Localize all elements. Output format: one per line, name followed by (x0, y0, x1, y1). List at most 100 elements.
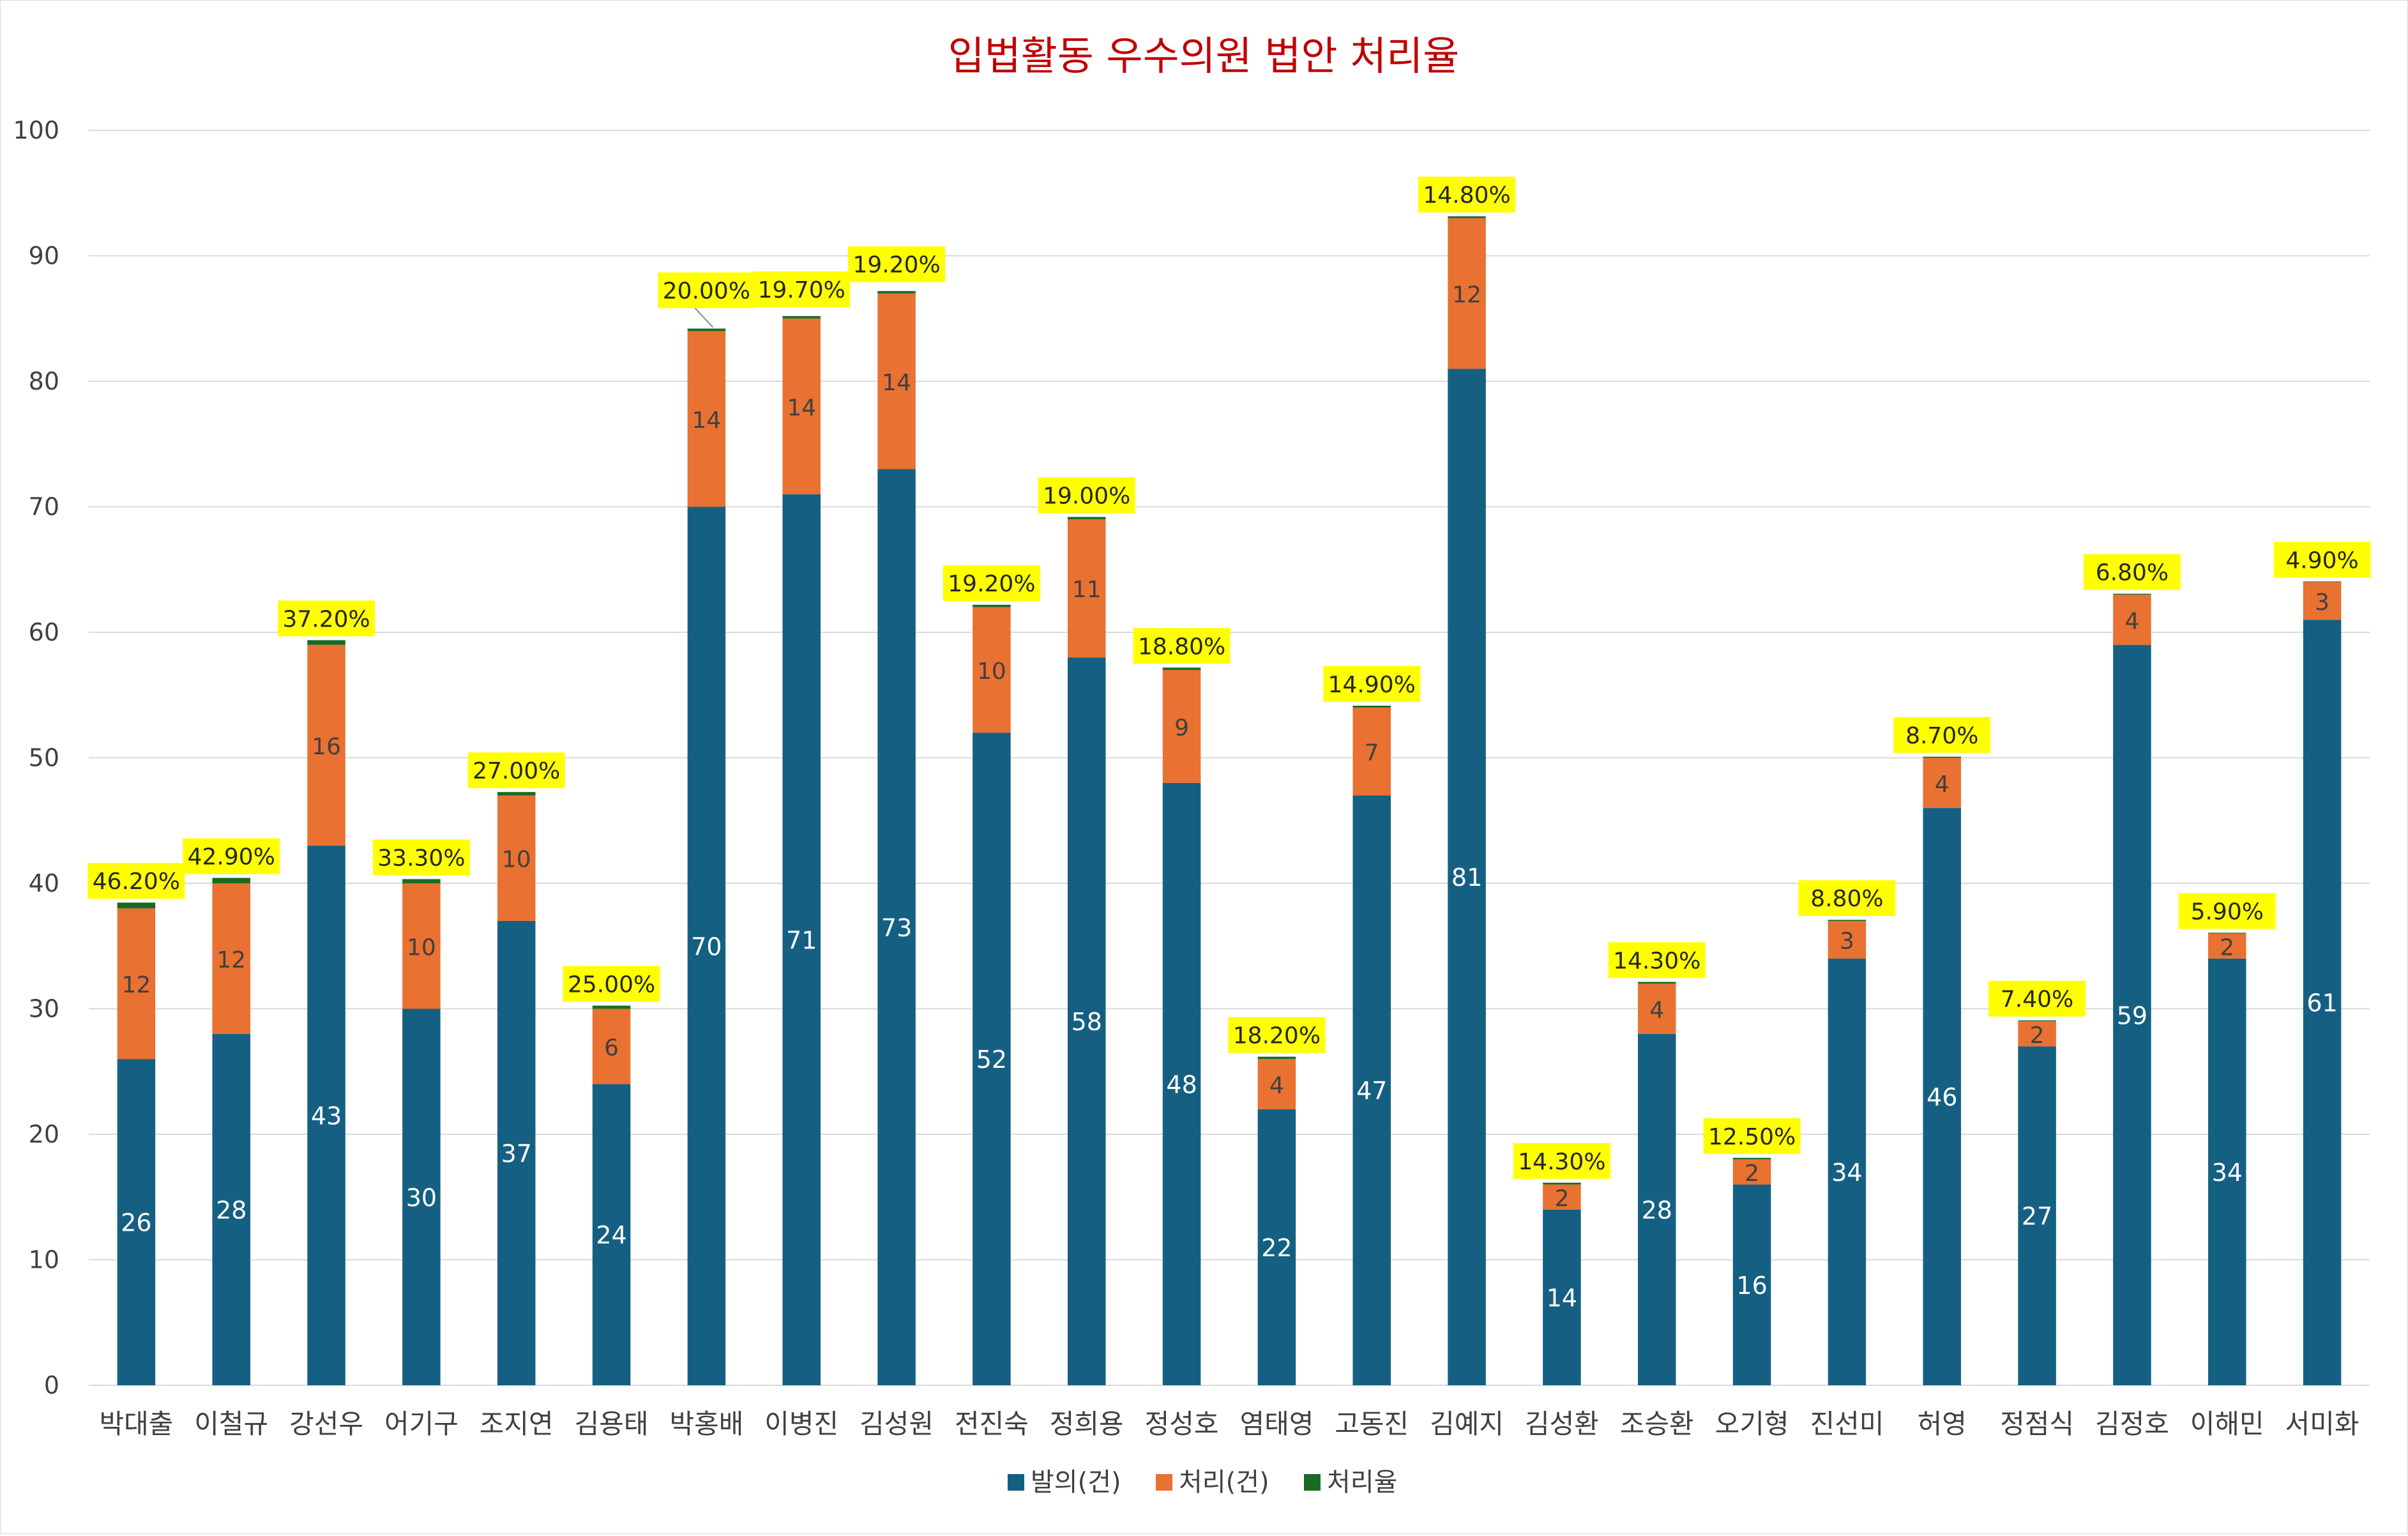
segment-labels: 2612281243163010371024670147114731452105… (121, 282, 2338, 1312)
data-label-rate: 19.20% (852, 252, 940, 278)
rate-label-box (1798, 880, 1896, 916)
bar-segment-processed (1162, 669, 1201, 783)
bar-segment-rate (2113, 593, 2151, 595)
x-tick-label: 김예지 (1430, 1408, 1504, 1440)
x-tick-label: 김성원 (859, 1408, 934, 1440)
data-label-rate: 37.20% (282, 606, 370, 632)
rate-label-box (278, 600, 375, 637)
legend-swatch (1008, 1474, 1024, 1491)
bar-segment-processed (307, 644, 345, 846)
data-label-processed: 16 (312, 734, 341, 760)
data-label-proposed: 71 (786, 926, 817, 954)
bar-segment-processed (2018, 1021, 2056, 1047)
bar-segment-rate (1257, 1056, 1296, 1060)
data-label-rate: 25.00% (568, 972, 655, 998)
x-tick-label: 조지연 (480, 1408, 554, 1440)
data-label-processed: 4 (1935, 772, 1950, 798)
data-label-proposed: 14 (1547, 1284, 1577, 1312)
bar-segment-rate (307, 640, 345, 645)
data-label-processed: 2 (1554, 1185, 1569, 1212)
data-label-rate: 4.90% (2285, 547, 2358, 574)
data-label-proposed: 16 (1736, 1272, 1767, 1300)
x-tick-label: 박홍배 (669, 1408, 743, 1440)
data-label-processed: 10 (502, 847, 531, 873)
data-label-rate: 14.30% (1518, 1149, 1605, 1175)
x-tick-label: 김용태 (575, 1408, 649, 1440)
data-label-proposed: 34 (1831, 1159, 1862, 1187)
bar-segment-rate (782, 316, 821, 319)
data-label-proposed: 34 (2212, 1159, 2243, 1187)
bar-segment-rate (1448, 216, 1486, 218)
data-label-rate: 46.20% (93, 869, 180, 895)
bar-segment-processed (1352, 707, 1391, 796)
bar-segment-proposed (1067, 657, 1106, 1385)
bar-segment-processed (402, 883, 441, 1009)
rate-label-box (1038, 477, 1135, 513)
rate-label-box (1323, 665, 1421, 702)
data-label-processed: 12 (122, 972, 151, 998)
bar-segment-rate (2303, 581, 2342, 582)
data-label-processed: 12 (216, 947, 246, 973)
rate-label-box (1893, 717, 1991, 753)
bar-segment-proposed (1543, 1209, 1581, 1385)
data-label-rate: 19.20% (948, 571, 1035, 597)
data-label-proposed: 37 (501, 1139, 532, 1167)
chart-title: 입법활동 우수의원 법안 처리율 (948, 33, 1460, 79)
data-label-proposed: 58 (1071, 1008, 1102, 1036)
rate-label-box (1228, 1017, 1326, 1053)
legend-label: 발의(건) (1031, 1468, 1121, 1497)
bar-segment-rate (973, 604, 1011, 607)
x-tick-label: 진선미 (1810, 1408, 1884, 1440)
bar-segment-proposed (1732, 1184, 1771, 1385)
bars (117, 216, 2342, 1385)
x-tick-label: 김정호 (2095, 1408, 2169, 1440)
legend-swatch (1156, 1474, 1172, 1491)
bar-segment-processed (2207, 933, 2246, 959)
bar-segment-rate (212, 878, 251, 883)
bar-segment-proposed (1448, 369, 1486, 1385)
data-label-proposed: 73 (881, 914, 912, 942)
rate-label-box (2273, 542, 2371, 578)
bar-segment-rate (1828, 920, 1867, 921)
x-tick-label: 조승환 (1620, 1408, 1694, 1440)
rate-label-box (1418, 176, 1516, 213)
y-axis: 0 10 20 30 40 50 60 70 80 90 100 (13, 116, 59, 1399)
legend-label: 처리율 (1327, 1468, 1397, 1497)
data-label-proposed: 46 (1927, 1083, 1957, 1111)
data-label-rate: 14.90% (1328, 672, 1416, 698)
data-label-processed: 10 (977, 658, 1006, 685)
x-tick-label: 이해민 (2190, 1408, 2264, 1440)
data-label-processed: 3 (1840, 928, 1854, 954)
y-tick-label: 0 (44, 1371, 59, 1399)
bar-segment-processed (1637, 984, 1676, 1034)
bar-segment-processed (1257, 1059, 1296, 1109)
data-label-proposed: 59 (2117, 1001, 2147, 1030)
rate-label-box (467, 752, 565, 789)
y-tick-label: 10 (29, 1246, 59, 1274)
bar-segment-processed (1067, 519, 1106, 658)
x-tick-label: 오기형 (1715, 1408, 1789, 1440)
y-tick-label: 30 (29, 995, 59, 1023)
data-label-processed: 11 (1072, 577, 1102, 603)
data-label-rate: 27.00% (473, 758, 560, 784)
data-label-processed: 2 (2030, 1023, 2045, 1049)
bar-segment-processed (1543, 1184, 1581, 1210)
bar-segment-proposed (2303, 620, 2342, 1385)
bar-segment-processed (212, 883, 251, 1034)
bar-segment-processed (1923, 757, 1962, 809)
bar-segment-rate (1162, 667, 1201, 670)
y-tick-label: 40 (29, 869, 59, 897)
rate-label-box (372, 839, 470, 876)
data-label-processed: 9 (1174, 715, 1189, 741)
data-label-proposed: 43 (311, 1102, 342, 1130)
bar-segment-processed (1828, 920, 1867, 959)
bar-segment-processed (1732, 1159, 1771, 1185)
bar-segment-proposed (1352, 795, 1391, 1385)
x-tick-label: 김성환 (1525, 1408, 1599, 1440)
x-tick-label: 정점식 (2000, 1408, 2074, 1440)
bar-segment-processed (2113, 595, 2151, 645)
x-tick-label: 정희용 (1050, 1408, 1124, 1440)
data-label-proposed: 48 (1166, 1070, 1197, 1099)
bar-segment-rate (1352, 705, 1391, 708)
